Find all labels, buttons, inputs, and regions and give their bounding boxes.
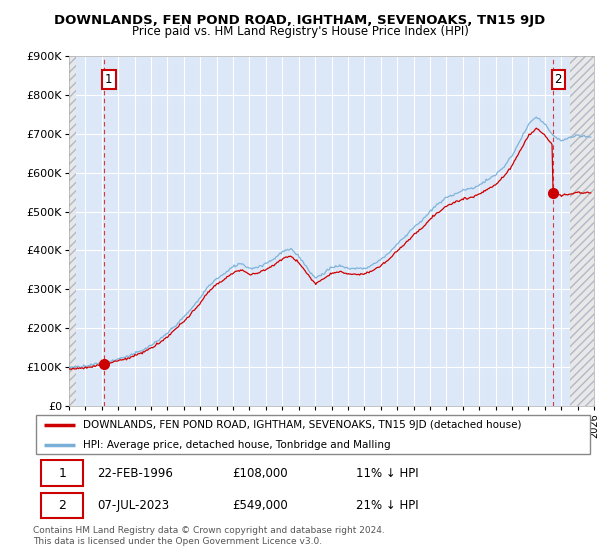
Text: HPI: Average price, detached house, Tonbridge and Malling: HPI: Average price, detached house, Tonb… xyxy=(83,441,391,450)
Text: £108,000: £108,000 xyxy=(232,467,288,480)
FancyBboxPatch shape xyxy=(41,493,83,519)
Text: 22-FEB-1996: 22-FEB-1996 xyxy=(98,467,173,480)
Bar xyxy=(570,56,594,406)
FancyBboxPatch shape xyxy=(41,460,83,486)
Text: £549,000: £549,000 xyxy=(232,499,288,512)
Text: DOWNLANDS, FEN POND ROAD, IGHTHAM, SEVENOAKS, TN15 9JD (detached house): DOWNLANDS, FEN POND ROAD, IGHTHAM, SEVEN… xyxy=(83,420,522,430)
Text: 2: 2 xyxy=(554,73,562,86)
Text: 11% ↓ HPI: 11% ↓ HPI xyxy=(356,467,418,480)
Text: 2: 2 xyxy=(59,499,67,512)
Text: 07-JUL-2023: 07-JUL-2023 xyxy=(98,499,170,512)
Text: Price paid vs. HM Land Registry's House Price Index (HPI): Price paid vs. HM Land Registry's House … xyxy=(131,25,469,38)
FancyBboxPatch shape xyxy=(36,415,590,454)
Bar xyxy=(69,56,76,406)
Text: DOWNLANDS, FEN POND ROAD, IGHTHAM, SEVENOAKS, TN15 9JD: DOWNLANDS, FEN POND ROAD, IGHTHAM, SEVEN… xyxy=(55,14,545,27)
Text: Contains HM Land Registry data © Crown copyright and database right 2024.
This d: Contains HM Land Registry data © Crown c… xyxy=(33,526,385,546)
Text: 21% ↓ HPI: 21% ↓ HPI xyxy=(356,499,418,512)
Text: 1: 1 xyxy=(105,73,113,86)
Text: 1: 1 xyxy=(59,467,67,480)
